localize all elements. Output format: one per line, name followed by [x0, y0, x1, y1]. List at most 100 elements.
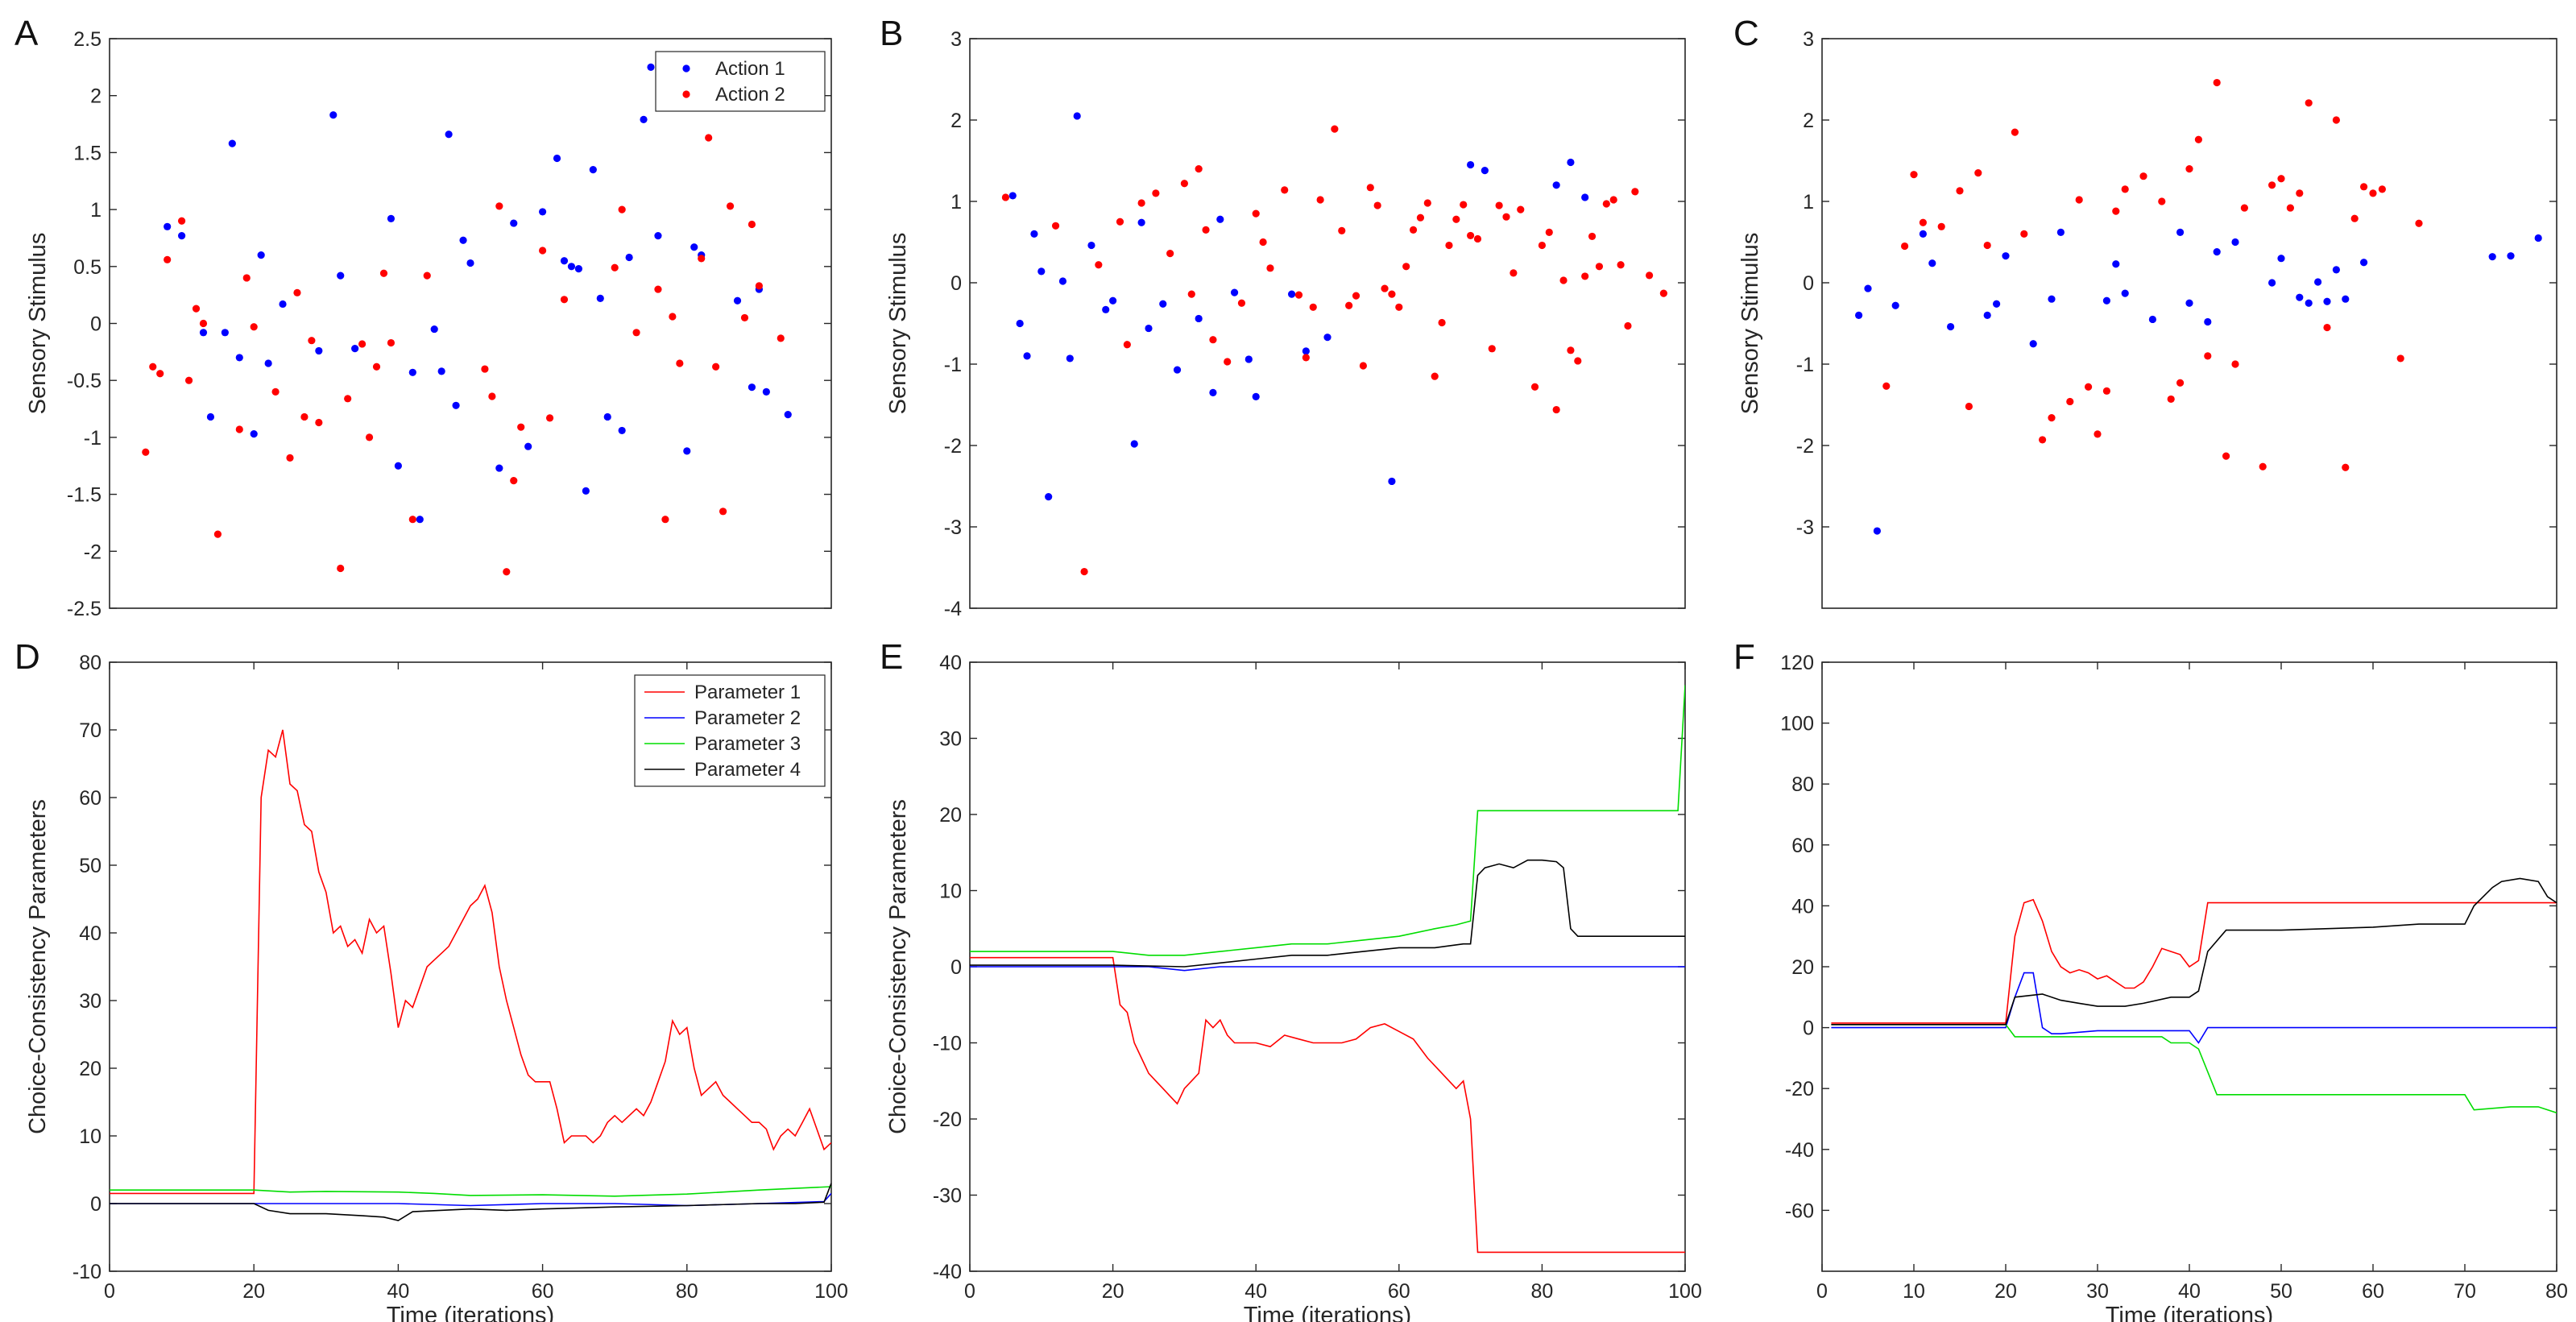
- legend-label: Parameter 1: [694, 682, 801, 703]
- data-point: [1402, 263, 1410, 271]
- data-point: [1956, 187, 1964, 195]
- series-line-parameter-2: [1831, 972, 2557, 1044]
- data-point: [625, 253, 633, 262]
- x-tick-label: 80: [2545, 1280, 2568, 1303]
- data-point: [2121, 289, 2129, 297]
- data-point: [1574, 357, 1582, 365]
- data-point: [726, 202, 735, 210]
- data-point: [242, 274, 251, 282]
- data-point: [2342, 295, 2350, 303]
- data-point: [1882, 382, 1891, 390]
- series-action-1: [164, 63, 792, 524]
- data-point: [1195, 165, 1203, 173]
- y-axis-label: Choice-Consistency Parameters: [25, 799, 51, 1134]
- data-point: [1001, 193, 1009, 201]
- y-tick-label: -2: [944, 435, 962, 458]
- data-point: [618, 205, 626, 213]
- data-point: [784, 411, 792, 419]
- data-point: [1180, 180, 1188, 188]
- data-point: [495, 202, 503, 210]
- data-point: [2378, 185, 2386, 193]
- y-tick-label: 20: [939, 804, 962, 827]
- x-tick-label: 20: [1994, 1280, 2017, 1303]
- data-point: [733, 296, 742, 305]
- data-point: [1058, 277, 1067, 285]
- data-point: [2112, 260, 2120, 268]
- data-point: [1467, 231, 1475, 240]
- data-point: [344, 395, 352, 403]
- y-tick-label: 40: [1791, 895, 1814, 918]
- y-axis-label: Sensory Stimulus: [25, 233, 51, 415]
- data-point: [1130, 440, 1138, 448]
- data-point: [1581, 193, 1589, 201]
- data-point: [2167, 395, 2175, 404]
- panel-C: C 3 2 1 0 -1 -2 -3 Sensory Stimulus: [1733, 14, 2557, 609]
- legend-label: Action 1: [715, 58, 785, 80]
- data-point: [560, 296, 569, 304]
- y-tick-label: -20: [933, 1109, 962, 1131]
- data-point: [1066, 354, 1074, 363]
- data-point: [1974, 169, 1982, 177]
- y-tick-label: 0: [1803, 272, 1814, 295]
- data-point: [2085, 383, 2093, 391]
- data-point: [596, 294, 604, 302]
- data-point: [553, 154, 561, 163]
- data-point: [279, 300, 287, 309]
- data-point: [2332, 116, 2340, 124]
- data-point: [1488, 345, 1496, 353]
- series-line-parameter-1: [970, 956, 1685, 1254]
- data-point: [1323, 334, 1331, 342]
- y-tick-label: -10: [933, 1033, 962, 1055]
- x-tick-label: 0: [964, 1280, 975, 1303]
- y-axis-label: Sensory Stimulus: [885, 233, 911, 415]
- panel-label-c: C: [1733, 14, 1759, 53]
- data-point: [2075, 196, 2083, 204]
- y-tick-label: 30: [79, 990, 101, 1013]
- data-point: [1617, 261, 1625, 269]
- data-point: [510, 219, 518, 227]
- data-point: [408, 516, 416, 524]
- panel-label-f: F: [1733, 637, 1755, 677]
- data-point: [1008, 192, 1017, 200]
- data-point: [1602, 200, 1610, 208]
- data-point: [574, 265, 583, 273]
- series-line-parameter-3: [1831, 1024, 2557, 1114]
- data-point: [683, 447, 691, 455]
- y-tick-label: -40: [933, 1261, 962, 1283]
- legend-marker: [682, 90, 690, 98]
- y-tick-label: 60: [79, 787, 101, 810]
- data-point: [1173, 366, 1182, 374]
- data-point: [1252, 209, 1260, 218]
- data-point: [1495, 201, 1503, 209]
- data-point: [2039, 436, 2047, 444]
- y-tick-label: 1: [1803, 191, 1814, 213]
- data-point: [1388, 290, 1396, 298]
- y-tick-label: 20: [1791, 956, 1814, 979]
- data-point: [1910, 171, 1918, 179]
- data-point: [329, 111, 338, 119]
- data-point: [510, 477, 518, 485]
- legend-label: Parameter 2: [694, 707, 801, 729]
- data-point: [1395, 303, 1403, 311]
- data-point: [300, 412, 309, 421]
- y-tick-label: 0: [90, 1193, 101, 1216]
- data-point: [1891, 301, 1899, 309]
- y-tick-label: -1: [944, 354, 962, 376]
- data-point: [445, 131, 453, 139]
- data-point: [640, 115, 648, 123]
- data-point: [235, 354, 243, 362]
- legend-box: [655, 51, 826, 112]
- data-point: [1538, 241, 1546, 250]
- data-point: [2277, 255, 2285, 263]
- y-tick-label: 80: [79, 652, 101, 674]
- data-point: [517, 423, 525, 431]
- data-point: [2185, 299, 2193, 307]
- y-tick-label: 0.5: [73, 256, 101, 279]
- x-tick-label: 0: [104, 1280, 115, 1303]
- data-point: [1983, 311, 1991, 319]
- series-line-parameter-2: [110, 1192, 831, 1207]
- data-point: [1051, 222, 1060, 230]
- y-tick-label: 0: [950, 956, 962, 979]
